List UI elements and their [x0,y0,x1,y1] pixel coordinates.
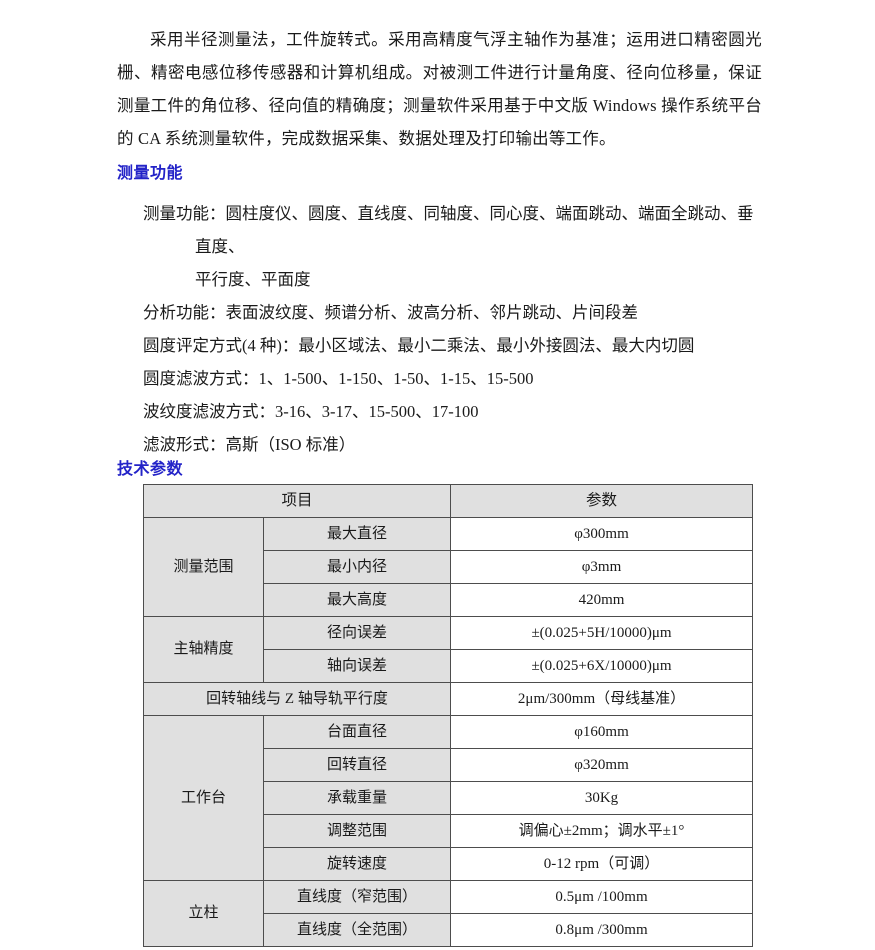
row-value: ±(0.025+5H/10000)μm [450,616,754,650]
table-row: 主轴精度 径向误差 ±(0.025+5H/10000)μm [143,616,754,683]
row-label: 回转直径 [262,748,452,782]
table-row: 测量范围 最大直径 φ300mm [143,517,754,617]
table-row: 立柱 直线度（窄范围） 0.5μm /100mm [143,880,754,947]
section-heading-specifications: 技术参数 [117,461,184,478]
list-item: 波纹度滤波方式：3-16、3-17、15-500、17-100 [143,395,768,428]
table-row: 工作台 台面直径 φ160mm [143,715,754,881]
row-group-label: 测量范围 [143,517,264,617]
table-row: 直线度（全范围） 0.8μm /300mm [144,913,754,947]
feature-line-primary: 分析功能：表面波纹度、频谱分析、波高分析、邻片跳动、片间段差 [143,303,638,322]
column-header-item: 项目 [142,484,452,518]
row-value: 0.8μm /300mm [450,913,754,947]
row-group-label: 立柱 [143,880,264,947]
list-item: 圆度滤波方式：1、1-500、1-150、1-50、1-15、15-500 [143,362,768,395]
table-row: 最小内径 φ3mm [144,550,754,584]
row-label: 最小内径 [262,550,452,584]
table-row: 调整范围 调偏心±2mm；调水平±1° [144,814,754,848]
measurement-feature-list: 测量功能：圆柱度仪、圆度、直线度、同轴度、同心度、端面跳动、端面全跳动、垂直度、… [143,197,768,461]
specifications-table: 项目 参数 测量范围 最大直径 φ300mm 最小内径 φ3mm 最大高度 42… [142,484,754,947]
row-label: 承载重量 [262,781,452,815]
row-value: 0-12 rpm（可调） [450,847,754,881]
list-item: 分析功能：表面波纹度、频谱分析、波高分析、邻片跳动、片间段差 [143,296,768,329]
row-label: 最大高度 [262,583,452,617]
feature-line-continued: 平行度、平面度 [195,270,311,289]
row-label: 直线度（窄范围） [262,880,452,914]
row-value: φ3mm [450,550,754,584]
list-item: 测量功能：圆柱度仪、圆度、直线度、同轴度、同心度、端面跳动、端面全跳动、垂直度、… [143,197,768,296]
row-label: 轴向误差 [262,649,452,683]
feature-line-primary: 圆度评定方式(4 种)：最小区域法、最小二乘法、最小外接圆法、最大内切圆 [143,336,695,355]
table-row: 轴向误差 ±(0.025+6X/10000)μm [144,649,754,683]
section-heading-measurement: 测量功能 [117,165,184,182]
table-row: 旋转速度 0-12 rpm（可调） [144,847,754,881]
column-header-parameter: 参数 [450,484,754,518]
row-value: 0.5μm /100mm [450,880,754,914]
feature-line-primary: 滤波形式：高斯（ISO 标准） [143,435,356,454]
row-value: φ160mm [450,715,754,749]
row-label: 旋转速度 [262,847,452,881]
intro-paragraph: 采用半径测量法，工件旋转式。采用高精度气浮主轴作为基准；运用进口精密圆光栅、精密… [117,29,762,148]
row-value: 30Kg [450,781,754,815]
row-value: 2μm/300mm（母线基准） [450,682,754,716]
row-label: 直线度（全范围） [262,913,452,947]
row-value: 调偏心±2mm；调水平±1° [450,814,754,848]
row-group-label: 工作台 [143,715,264,881]
table-row: 承载重量 30Kg [144,781,754,815]
feature-line-primary: 圆度滤波方式：1、1-500、1-150、1-50、1-15、15-500 [143,369,534,388]
row-value: ±(0.025+6X/10000)μm [450,649,754,683]
row-label-fullspan: 回转轴线与 Z 轴导轨平行度 [142,682,452,716]
row-label: 调整范围 [262,814,452,848]
table-row: 回转直径 φ320mm [144,748,754,782]
row-label: 径向误差 [262,616,452,650]
list-item: 滤波形式：高斯（ISO 标准） [143,428,768,461]
feature-line-primary: 测量功能：圆柱度仪、圆度、直线度、同轴度、同心度、端面跳动、端面全跳动、垂直度、 [143,204,754,256]
table-row: 回转轴线与 Z 轴导轨平行度 2μm/300mm（母线基准） [142,682,754,716]
row-value: φ300mm [450,517,754,551]
table-header-row: 项目 参数 [142,484,754,518]
feature-line-primary: 波纹度滤波方式：3-16、3-17、15-500、17-100 [143,402,479,421]
table-row: 最大高度 420mm [144,583,754,617]
row-value: φ320mm [450,748,754,782]
row-group-label: 主轴精度 [143,616,264,683]
row-label: 最大直径 [262,517,452,551]
row-label: 台面直径 [262,715,452,749]
row-value: 420mm [450,583,754,617]
list-item: 圆度评定方式(4 种)：最小区域法、最小二乘法、最小外接圆法、最大内切圆 [143,329,768,362]
